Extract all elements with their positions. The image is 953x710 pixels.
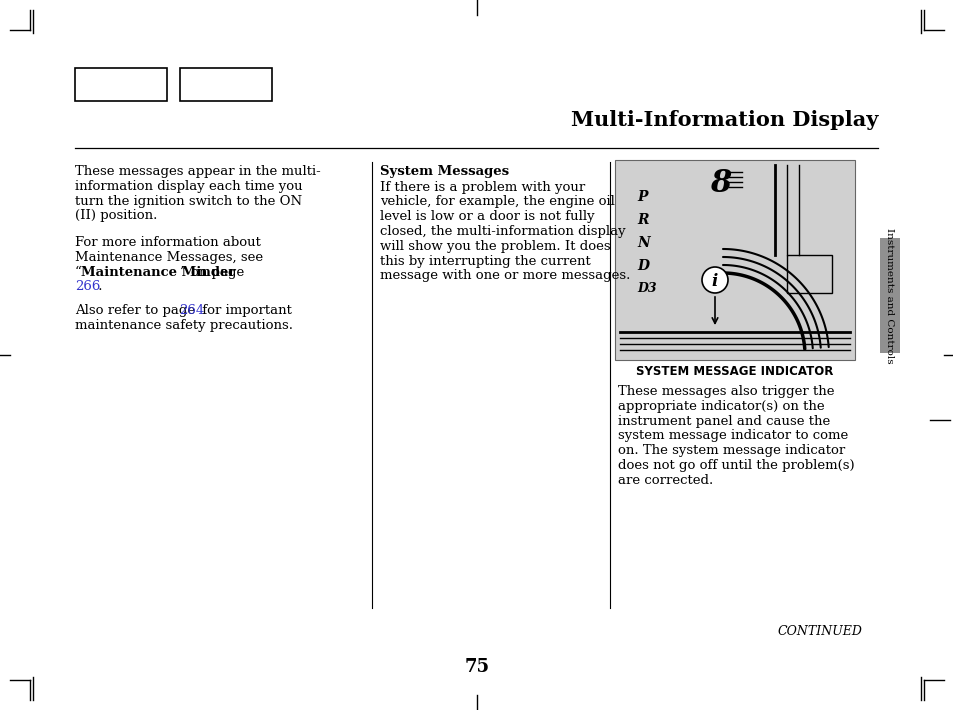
Text: 8: 8 [709,168,731,199]
Text: turn the ignition switch to the ON: turn the ignition switch to the ON [75,195,302,207]
Text: closed, the multi-information display: closed, the multi-information display [379,225,625,238]
Text: D: D [637,259,648,273]
Text: ” on page: ” on page [179,266,244,278]
Text: If there is a problem with your: If there is a problem with your [379,180,584,194]
Text: “: “ [75,266,82,278]
Text: i: i [711,273,718,290]
Text: maintenance safety precautions.: maintenance safety precautions. [75,319,293,332]
Text: this by interrupting the current: this by interrupting the current [379,255,590,268]
Text: N: N [637,236,649,250]
Text: These messages appear in the multi-: These messages appear in the multi- [75,165,320,178]
Text: P: P [637,190,647,204]
Text: level is low or a door is not fully: level is low or a door is not fully [379,210,594,223]
Text: R: R [637,213,648,227]
Text: message with one or more messages.: message with one or more messages. [379,269,630,283]
Text: on. The system message indicator: on. The system message indicator [618,444,844,457]
Text: vehicle, for example, the engine oil: vehicle, for example, the engine oil [379,195,615,208]
Text: system message indicator to come: system message indicator to come [618,430,847,442]
Text: (II) position.: (II) position. [75,209,157,222]
Bar [879,238,899,353]
Circle shape [701,267,727,293]
Text: will show you the problem. It does: will show you the problem. It does [379,240,610,253]
Text: for important: for important [198,304,292,317]
Text: For more information about: For more information about [75,236,260,249]
Text: D3: D3 [637,282,656,295]
Text: 266: 266 [75,280,100,293]
Text: 75: 75 [464,658,489,676]
Bar [615,160,854,360]
Text: 264: 264 [179,304,204,317]
Text: .: . [94,280,102,293]
Text: information display each time you: information display each time you [75,180,302,193]
Text: These messages also trigger the: These messages also trigger the [618,385,834,398]
Text: Also refer to page: Also refer to page [75,304,199,317]
Text: System Messages: System Messages [379,165,509,178]
Text: SYSTEM MESSAGE INDICATOR: SYSTEM MESSAGE INDICATOR [636,365,833,378]
Text: Maintenance Minder: Maintenance Minder [80,266,234,278]
Bar [180,68,272,101]
Text: CONTINUED: CONTINUED [777,625,862,638]
Text: Instruments and Controls: Instruments and Controls [884,228,894,364]
Bar [786,255,831,293]
Bar [75,68,167,101]
Text: instrument panel and cause the: instrument panel and cause the [618,415,829,427]
Text: are corrected.: are corrected. [618,474,713,487]
Text: Maintenance Messages, see: Maintenance Messages, see [75,251,263,264]
Text: does not go off until the problem(s): does not go off until the problem(s) [618,459,854,472]
Text: appropriate indicator(s) on the: appropriate indicator(s) on the [618,400,823,413]
Text: Multi-Information Display: Multi-Information Display [570,110,877,130]
